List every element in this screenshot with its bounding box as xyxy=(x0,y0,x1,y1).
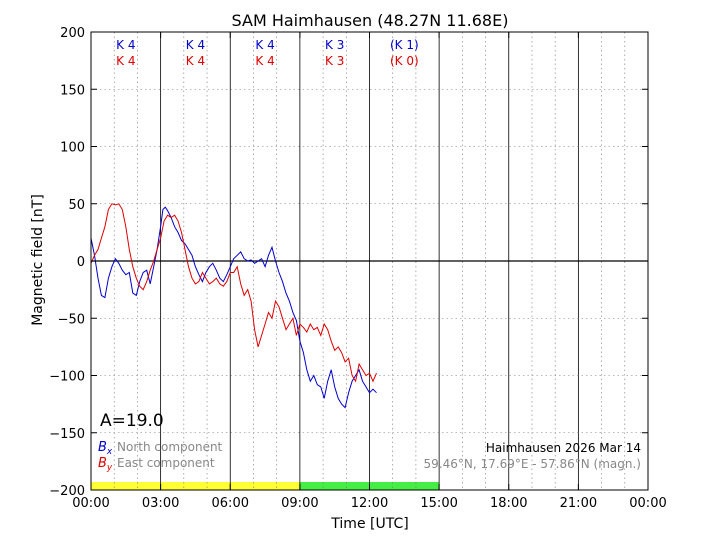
x-tick-label: 15:00 xyxy=(420,496,457,511)
legend-east-symbol-letter: B xyxy=(98,456,107,471)
y-tick-label: −150 xyxy=(49,427,85,442)
k-index-north: K 4 xyxy=(116,38,135,52)
x-tick-label: 06:00 xyxy=(212,496,249,511)
k-index-labels: K 4 K 4 K 4 K 4 K 4 K 4 K 3 K 3 (K 1) (K 0) xyxy=(116,38,419,68)
status-bar xyxy=(91,482,440,490)
axis-ticks: 00:00 03:00 06:00 09:00 12:00 15:00 18:00 21:00… xyxy=(49,26,666,511)
legend-east-label: East component xyxy=(117,456,215,470)
k-index-east: K 4 xyxy=(116,54,135,68)
k-index-north: K 4 xyxy=(186,38,205,52)
k-index-east: K 4 xyxy=(186,54,205,68)
k-index-north: (K 1) xyxy=(390,38,419,52)
x-tick-label: 00:00 xyxy=(629,496,666,511)
y-tick-label: 50 xyxy=(68,198,85,213)
legend-north-symbol-sub: x xyxy=(106,447,113,457)
x-tick-label: 12:00 xyxy=(351,496,388,511)
y-axis-label: Magnetic field [nT] xyxy=(30,194,46,326)
k-index-east: (K 0) xyxy=(390,54,419,68)
y-tick-label: 100 xyxy=(60,141,85,156)
y-tick-label: 200 xyxy=(60,26,85,41)
a-index: A=19.0 xyxy=(100,411,164,431)
x-tick-label: 18:00 xyxy=(490,496,527,511)
series-lines xyxy=(90,203,377,409)
legend-north-symbol-letter: B xyxy=(98,440,107,455)
legend: Bx North component By East component xyxy=(98,440,223,473)
legend-north-symbol: Bx xyxy=(98,440,113,457)
legend-north-label: North component xyxy=(117,440,223,454)
status-segment-0 xyxy=(91,482,300,490)
grid xyxy=(91,32,648,490)
y-tick-label: −50 xyxy=(58,312,85,327)
y-tick-label: −100 xyxy=(49,370,85,385)
legend-east-symbol: By xyxy=(98,456,113,473)
legend-east-symbol-sub: y xyxy=(106,463,113,473)
k-index-north: K 4 xyxy=(255,38,274,52)
k-index-north: K 3 xyxy=(325,38,344,52)
x-tick-label: 09:00 xyxy=(281,496,318,511)
station-date-label: Haimhausen 2026 Mar 14 xyxy=(486,441,641,455)
y-tick-label: 0 xyxy=(77,255,85,270)
y-tick-label: −200 xyxy=(49,484,85,499)
x-tick-label: 21:00 xyxy=(560,496,597,511)
x-tick-label: 00:00 xyxy=(72,496,109,511)
k-index-east: K 3 xyxy=(325,54,344,68)
series-east-component xyxy=(90,203,377,383)
chart-title: SAM Haimhausen (48.27N 11.68E) xyxy=(232,11,509,30)
x-tick-label: 03:00 xyxy=(142,496,179,511)
x-axis-label: Time [UTC] xyxy=(330,516,408,532)
y-tick-label: 150 xyxy=(60,83,85,98)
coordinates-label: 59.46°N, 17.69°E - 57.86°N (magn.) xyxy=(424,457,641,471)
k-index-east: K 4 xyxy=(255,54,274,68)
